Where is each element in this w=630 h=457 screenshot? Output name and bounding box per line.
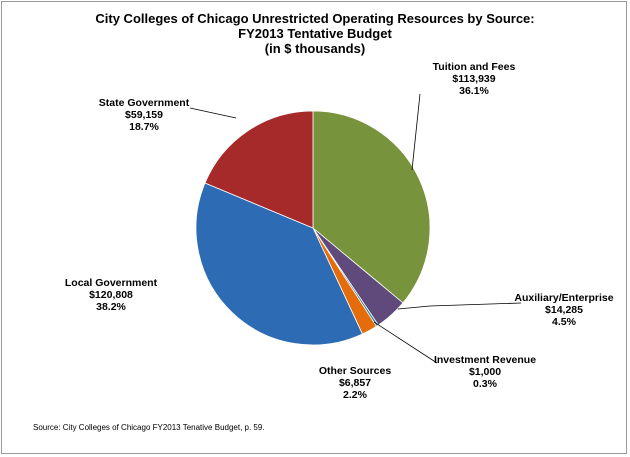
slice-label-value: $113,939 bbox=[452, 73, 495, 85]
chart-title-line-1: City Colleges of Chicago Unrestricted Op… bbox=[95, 11, 535, 26]
slice-label-value: $59,159 bbox=[125, 109, 163, 121]
leader-lines bbox=[189, 93, 522, 364]
slice-label-name: Auxiliary/Enterprise bbox=[514, 292, 613, 304]
leader-line bbox=[373, 321, 438, 364]
leader-line bbox=[189, 107, 237, 119]
chart-title-line-3: (in $ thousands) bbox=[264, 41, 366, 56]
slice-label-percent: 18.7% bbox=[129, 121, 159, 133]
slice-label-name: Tuition and Fees bbox=[433, 61, 516, 73]
slice-label-name: Local Government bbox=[65, 277, 158, 289]
slice-label-value: $120,808 bbox=[89, 289, 133, 301]
chart-title: City Colleges of Chicago Unrestricted Op… bbox=[2, 11, 628, 56]
pie-slices bbox=[195, 110, 431, 346]
source-note: Source: City Colleges of Chicago FY2013 … bbox=[33, 423, 265, 432]
pie-slice-local-government bbox=[195, 182, 363, 346]
chart-title-line-2: FY2013 Tentative Budget bbox=[238, 26, 392, 41]
slice-label-percent: 2.2% bbox=[343, 389, 368, 401]
pie-slice-state-government bbox=[204, 110, 314, 229]
pie-slice-tuition-and-fees bbox=[312, 110, 431, 304]
slice-label-name: Other Sources bbox=[319, 365, 392, 377]
slice-label-percent: 38.2% bbox=[96, 301, 126, 313]
slice-label-name: Investment Revenue bbox=[434, 354, 536, 366]
slice-label-value: $6,857 bbox=[339, 377, 371, 389]
leader-line bbox=[397, 302, 522, 310]
slice-label-percent: 4.5% bbox=[552, 316, 577, 328]
slice-label-name: State Government bbox=[99, 97, 190, 109]
slice-label-value: $1,000 bbox=[469, 366, 501, 378]
leader-line bbox=[411, 93, 421, 171]
slice-label-percent: 0.3% bbox=[473, 378, 498, 390]
slice-label-value: $14,285 bbox=[545, 304, 583, 316]
slice-label-percent: 36.1% bbox=[459, 85, 489, 97]
